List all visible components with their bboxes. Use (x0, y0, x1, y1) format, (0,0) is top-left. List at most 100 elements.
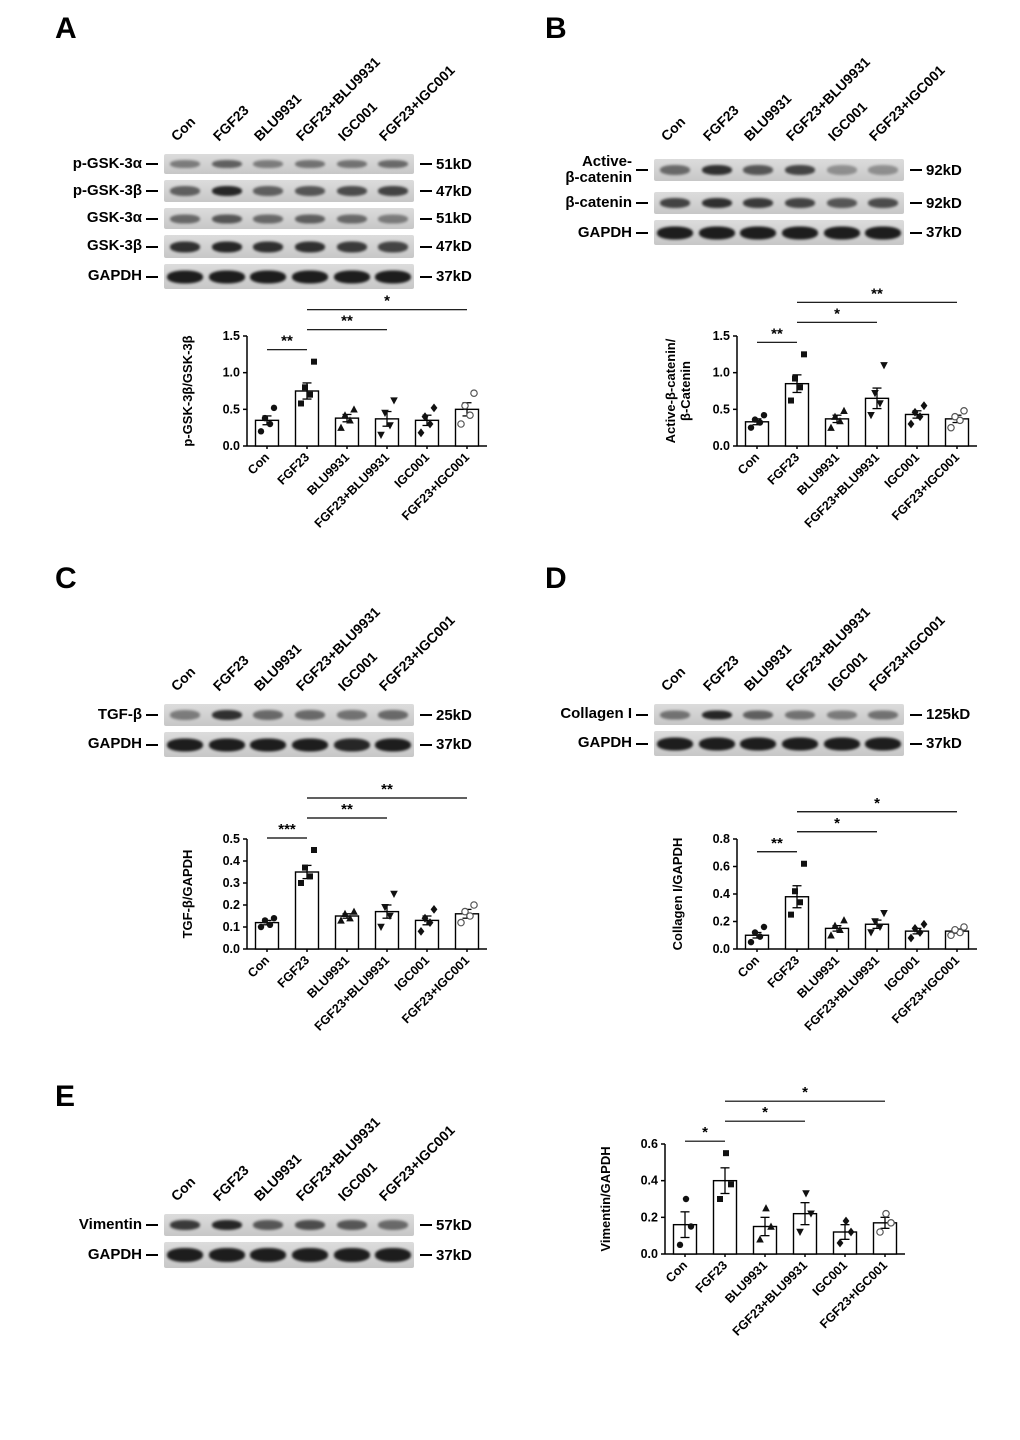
mw-label: 37kD (436, 736, 472, 753)
x-tick-label: Con (245, 953, 272, 980)
data-point-square-filled (307, 873, 313, 880)
protein-band (823, 226, 860, 240)
lane-label: FGF23 (209, 1161, 252, 1204)
significance-label: *** (278, 821, 296, 838)
data-point-circle-open (951, 925, 959, 934)
protein-band (698, 226, 735, 240)
protein-label: GSK-3β (87, 237, 142, 255)
mw-label: 92kD (926, 161, 962, 179)
data-point-triangle-up-filled (346, 416, 354, 424)
label-tick-line (636, 231, 648, 234)
data-point-circle-filled (270, 915, 278, 922)
y-tick-label: 0.0 (641, 1247, 658, 1261)
protein-band (698, 737, 735, 750)
lane-labels: Con FGF23 BLU9931 FGF23+BLU9931 IGC001 FGF23+… (537, 48, 962, 144)
data-point-circle-open (461, 907, 469, 916)
data-point-circle-open (887, 1219, 895, 1227)
protein-band (378, 186, 409, 196)
y-tick-label: 0.6 (713, 860, 730, 874)
label-tick-line (636, 202, 648, 205)
significance-label: * (874, 795, 880, 812)
data-point-diamond-filled (847, 1227, 855, 1237)
data-point-triangle-up-filled (350, 405, 358, 413)
protein-band (211, 160, 242, 168)
data-point-square-filled (801, 860, 807, 867)
data-point-triangle-up-filled (836, 417, 844, 425)
protein-band (211, 186, 242, 196)
significance-label: ** (771, 325, 783, 342)
data-point-circle-open (457, 918, 465, 927)
protein-band (868, 710, 899, 719)
data-point-triangle-down-filled (796, 1228, 804, 1236)
blot-strip (654, 731, 904, 756)
data-point-triangle-down-filled (867, 412, 875, 420)
data-point-square-filled (797, 384, 803, 391)
protein-label: p-GSK-3α (72, 154, 142, 172)
data-point-circle-filled (266, 420, 274, 428)
x-tick-label: IGC001 (882, 450, 922, 490)
data-point-diamond-filled (916, 412, 924, 422)
protein-band (375, 738, 412, 751)
y-tick-label: 1.5 (223, 329, 240, 343)
label-tick-line (146, 1254, 158, 1256)
protein-label: p-GSK-3β (72, 181, 142, 199)
data-point-square-filled (298, 400, 304, 407)
protein-band (659, 198, 690, 209)
x-tick-label: Con (735, 953, 762, 980)
panel-b: B Con FGF23 BLU9931 FGF23+BLU9931 IGC001 FGF2… (525, 12, 1005, 557)
x-tick-label: FGF23 (693, 1258, 730, 1295)
protein-band (294, 710, 325, 720)
blot-row: GAPDH 37kD (47, 732, 472, 757)
significance-label: * (834, 305, 840, 322)
protein-band (743, 165, 774, 176)
data-point-square-filled (298, 880, 304, 886)
y-tick-label: 0.2 (223, 898, 240, 912)
panel-d-bar-chart: 0.0 0.2 0.4 0.6 0.8 Collagen I/GAPDH ** * * Con FG… (665, 777, 995, 1050)
protein-band (291, 738, 328, 751)
mw-label: 37kD (926, 224, 962, 242)
data-point-triangle-up-filled (337, 423, 345, 431)
protein-band (294, 160, 325, 168)
data-point-diamond-filled (836, 1238, 844, 1248)
protein-band (823, 737, 860, 750)
data-point-circle-filled (751, 416, 759, 423)
panel-a-western-blot: Con FGF23 BLU9931 FGF23+BLU9931 IGC001 FGF23+… (47, 48, 472, 295)
data-point-diamond-filled (920, 401, 928, 411)
blot-row: p-GSK-3β 47kD (47, 180, 472, 202)
protein-band (294, 214, 325, 223)
data-point-triangle-down-filled (377, 923, 385, 931)
x-tick-label: IGC001 (810, 1258, 850, 1298)
protein-band (378, 160, 409, 168)
protein-band (208, 1248, 245, 1262)
x-tick-label: FGF23+BLU9931 (802, 953, 882, 1033)
significance-label: * (802, 1084, 808, 1101)
protein-band (784, 710, 815, 719)
data-point-circle-open (956, 416, 964, 425)
data-point-circle-open (947, 931, 955, 940)
y-tick-label: 0.2 (713, 915, 730, 929)
bar-chart-svg-A: 0.00.51.01.5p-GSK-3β/GSK-3β *****Con FGF23… (180, 293, 487, 531)
y-tick-label: 0.0 (713, 439, 730, 453)
protein-band (378, 214, 409, 223)
data-point-square-filled (717, 1196, 723, 1202)
data-point-triangle-up-filled (827, 931, 835, 939)
blot-strip (164, 1214, 414, 1236)
data-point-diamond-filled (920, 919, 928, 929)
mw-label: 37kD (926, 735, 962, 752)
y-axis-label: TGF-β/GAPDH (180, 850, 195, 939)
x-tick-label: Con (245, 450, 272, 477)
mw-label: 51kD (436, 210, 472, 227)
protein-band (253, 186, 284, 196)
y-tick-label: 0.5 (713, 402, 730, 416)
data-point-circle-filled (257, 923, 265, 931)
data-point-triangle-up-filled (341, 411, 349, 419)
panel-c: C Con FGF23 BLU9931 FGF23+BLU9931 IGC001 FGF2… (35, 562, 515, 1077)
y-tick-label: 0.3 (223, 876, 240, 890)
protein-label: GAPDH (87, 1245, 142, 1263)
data-point-circle-open (882, 1209, 890, 1218)
protein-band (166, 1248, 203, 1262)
protein-band (250, 270, 287, 283)
mw-tick-line (420, 1254, 432, 1256)
data-point-triangle-down-filled (807, 1210, 815, 1218)
